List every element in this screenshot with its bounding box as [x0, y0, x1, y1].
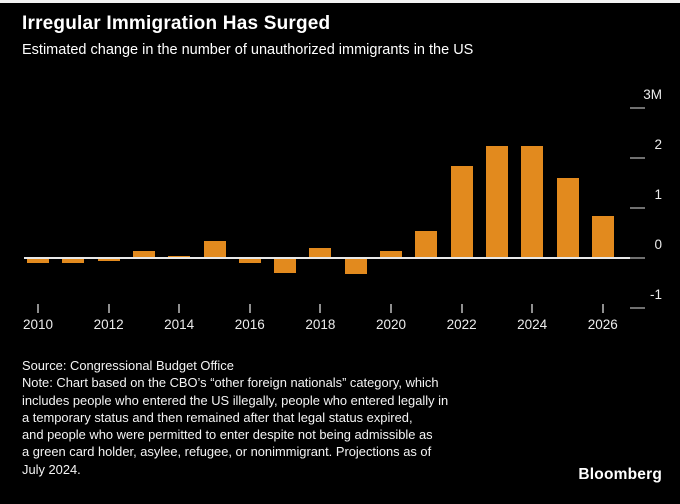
- y-tick-1: [630, 207, 645, 209]
- x-tick-2016: [248, 304, 251, 313]
- y-tick-label--1: -1: [649, 287, 662, 302]
- x-tick-2010: [37, 304, 39, 313]
- bar-2013: [132, 250, 155, 258]
- bloomberg-logo: Bloomberg: [578, 466, 662, 483]
- y-tick-2: [630, 157, 645, 159]
- x-tick-label-2010: 2010: [22, 317, 54, 332]
- x-tick-2018: [319, 304, 322, 313]
- bar-2024: [521, 145, 544, 258]
- bar-2023: [485, 145, 508, 258]
- x-tick-label-2018: 2018: [305, 317, 336, 332]
- x-tick-label-2016: 2016: [234, 317, 265, 332]
- bar-2020: [380, 250, 402, 258]
- note-line: a green card holder, asylee, refugee, or…: [22, 444, 432, 460]
- source-line: Source: Congressional Budget Office: [22, 358, 234, 373]
- note-line: includes people who entered the US illeg…: [22, 392, 449, 408]
- x-tick-2012: [107, 304, 110, 313]
- x-tick-label-2012: 2012: [93, 317, 124, 332]
- y-tick-3M: [630, 107, 645, 109]
- note-line: July 2024.: [22, 461, 81, 477]
- y-tick-label-1: 1: [654, 187, 662, 202]
- bar-2019: [344, 259, 367, 274]
- y-tick-label-0: 0: [654, 237, 662, 252]
- bar-2015: [203, 240, 226, 258]
- note-line: and people who were permitted to enter d…: [22, 427, 433, 443]
- note-line: Note: Chart based on the CBO’s “other fo…: [22, 375, 439, 391]
- x-tick-2014: [178, 304, 181, 313]
- y-tick-label-3M: 3M: [643, 87, 662, 102]
- bar-2022: [450, 165, 473, 258]
- x-tick-2020: [390, 304, 392, 313]
- bar-2018: [309, 248, 332, 258]
- note-text: Note: Chart based on the CBO’s “other fo…: [22, 374, 448, 478]
- chart-title: Irregular Immigration Has Surged: [22, 13, 331, 34]
- note-line: a temporary status and then remained aft…: [22, 409, 413, 425]
- y-tick-label-2: 2: [654, 137, 662, 152]
- bar-2021: [415, 230, 438, 258]
- bar-2016: [238, 259, 261, 263]
- bar-2010: [27, 259, 49, 263]
- x-tick-2022: [460, 304, 463, 313]
- top-border: [0, 0, 680, 3]
- bar-2017: [274, 259, 297, 273]
- y-tick-0: [630, 257, 645, 259]
- axis-zero-line: [24, 257, 632, 259]
- bar-2014: [168, 255, 191, 258]
- x-tick-2026: [601, 304, 604, 313]
- x-tick-label-2014: 2014: [164, 317, 195, 332]
- y-tick--1: [630, 307, 645, 309]
- bar-2026: [591, 215, 614, 258]
- bar-2011: [62, 259, 85, 263]
- x-tick-label-2026: 2026: [587, 317, 618, 332]
- x-tick-label-2022: 2022: [446, 317, 477, 332]
- x-tick-label-2020: 2020: [375, 317, 407, 332]
- bar-2025: [556, 178, 579, 258]
- bar-2012: [97, 259, 120, 261]
- chart-subtitle: Estimated change in the number of unauth…: [22, 42, 474, 58]
- chart-footnote: Source: Congressional Budget Office Note…: [22, 357, 448, 478]
- x-tick-label-2024: 2024: [517, 317, 548, 332]
- x-tick-2024: [531, 304, 534, 313]
